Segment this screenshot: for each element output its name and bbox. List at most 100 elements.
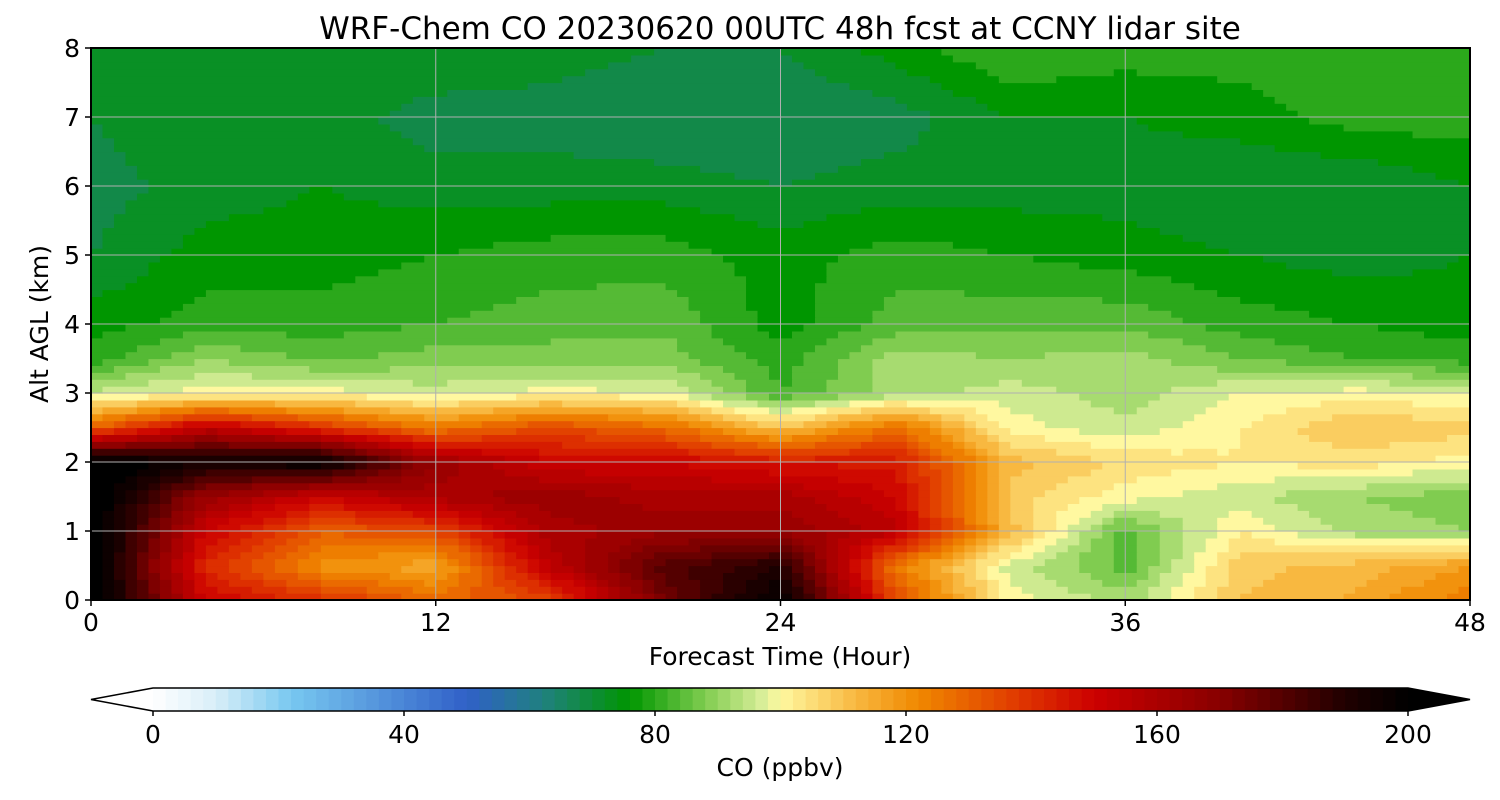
field-cell [964, 524, 977, 532]
colorbar-swatch [253, 688, 267, 711]
field-cell [1228, 448, 1470, 456]
field-cell [481, 510, 517, 518]
field-cell [872, 544, 885, 553]
field-cell [516, 565, 529, 573]
field-cell [883, 586, 897, 594]
field-cell [481, 579, 494, 587]
field-cell [286, 330, 345, 339]
colorbar-swatch [1106, 688, 1120, 711]
field-cell [102, 413, 127, 422]
field-cell [1079, 558, 1115, 567]
field-cell [1182, 337, 1276, 346]
field-cell [677, 337, 724, 346]
field-cell [113, 531, 127, 539]
field-cell [378, 199, 552, 208]
field-cell [493, 303, 690, 311]
field-cell [435, 524, 460, 532]
field-cell [493, 558, 506, 567]
field-cell [757, 572, 782, 580]
field-cell [987, 593, 1000, 600]
field-cell [240, 572, 264, 580]
colorbar-swatch [190, 688, 204, 711]
field-cell [1309, 434, 1448, 442]
field-cell [91, 130, 104, 139]
field-cell [964, 462, 977, 470]
field-cell [159, 586, 173, 594]
colorbar-swatch [1119, 688, 1133, 711]
field-cell [596, 572, 621, 580]
field-cell [251, 475, 333, 484]
field-cell [493, 551, 506, 560]
field-cell [251, 496, 276, 504]
field-cell [1010, 510, 1034, 518]
field-cell [1366, 386, 1470, 394]
field-cell [642, 406, 690, 415]
field-cell [596, 593, 609, 600]
field-cell [91, 220, 115, 228]
field-cell [1159, 227, 1470, 235]
field-cell [964, 593, 977, 600]
colorbar-swatch [1169, 688, 1183, 711]
field-cell [1205, 324, 1379, 332]
field-cell [136, 165, 701, 173]
field-cell [504, 551, 517, 560]
field-cell [987, 510, 1000, 518]
field-cell [1424, 579, 1470, 587]
field-cell [148, 510, 161, 518]
field-cell [378, 455, 391, 463]
field-cell [895, 455, 919, 463]
field-cell [780, 379, 793, 387]
field-cell [872, 372, 1414, 380]
field-cell [596, 586, 609, 594]
field-cell [1286, 261, 1448, 270]
field-cell [504, 455, 540, 463]
field-cell [125, 441, 196, 449]
field-cell [872, 558, 885, 567]
field-cell [159, 593, 173, 600]
field-cell [194, 227, 1161, 235]
field-cell [343, 427, 379, 435]
field-cell [251, 372, 701, 380]
colorbar-swatch [805, 688, 819, 711]
field-cell [263, 524, 287, 532]
field-cell [998, 586, 1023, 594]
y-tick-label: 5 [64, 241, 80, 270]
field-cell [769, 579, 782, 587]
field-cell [975, 558, 1000, 567]
field-cell [470, 537, 483, 546]
field-cell [194, 531, 207, 539]
field-cell [573, 565, 586, 573]
field-cell [136, 544, 150, 553]
field-cell [182, 579, 196, 587]
field-cell [631, 551, 655, 560]
field-cell [826, 586, 839, 594]
field-cell [458, 558, 471, 567]
field-cell [205, 427, 219, 435]
field-cell [320, 427, 345, 435]
field-cell [849, 531, 885, 539]
field-cell [125, 572, 138, 580]
field-cell [182, 399, 276, 408]
field-cell [424, 255, 724, 263]
field-cell [1412, 413, 1470, 422]
field-cell [826, 386, 874, 394]
field-cell [148, 496, 161, 504]
field-cell [263, 517, 287, 525]
field-cell [975, 351, 1046, 360]
field-cell [1320, 151, 1470, 159]
field-cell [998, 558, 1011, 567]
field-cell [113, 565, 127, 573]
field-cell [1205, 579, 1230, 587]
field-cell [125, 282, 333, 291]
field-cell [424, 468, 460, 477]
field-cell [872, 379, 1000, 387]
colorbar-swatch [793, 688, 807, 711]
field-cell [895, 475, 908, 484]
field-cell [1033, 510, 1057, 518]
field-cell [539, 544, 552, 553]
field-cell [1033, 524, 1057, 532]
field-cell [998, 489, 1011, 498]
field-cell [389, 496, 448, 504]
field-cell [550, 510, 793, 518]
field-cell [1343, 123, 1470, 132]
